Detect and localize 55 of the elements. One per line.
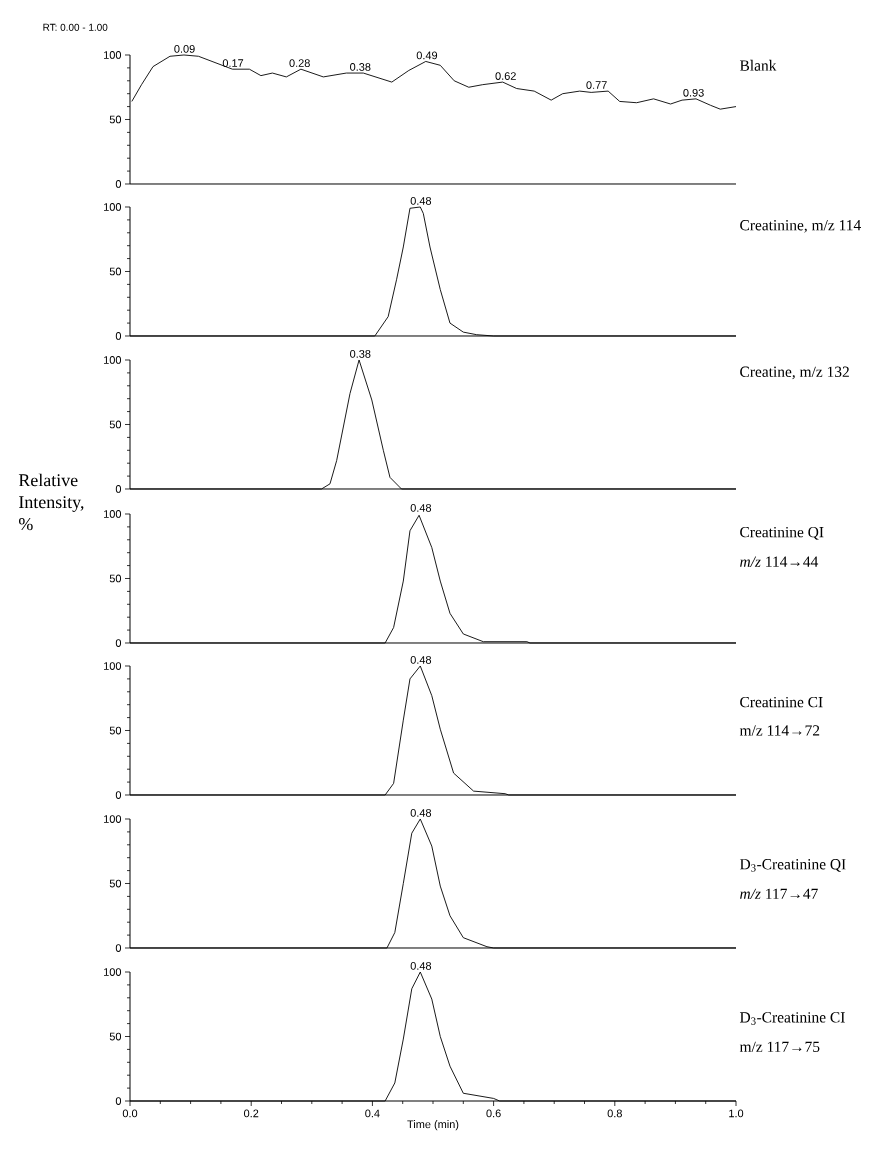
x-tick-label: 0.2: [244, 1109, 259, 1118]
annotation: 0.48: [410, 197, 432, 205]
y-tick-label: 0: [115, 485, 122, 493]
x-axis-title: Time (min): [407, 1120, 459, 1131]
text: m/z 117→47: [740, 888, 818, 899]
annotation: 0.48: [410, 504, 432, 512]
y-tick-label: 0: [115, 332, 122, 340]
annotation: 0.93: [683, 88, 704, 97]
chart-title: Blank: [739, 59, 777, 71]
y-tick-label: 0: [115, 1097, 122, 1105]
y-tick-label: 0: [115, 639, 122, 647]
x-tick-label: 0.4: [365, 1109, 380, 1118]
y-tick-label: 0: [115, 791, 122, 799]
y-axis-title: Relative Intensity, %: [18, 473, 84, 531]
x-tick-label: 0.6: [486, 1109, 501, 1118]
y-tick-label: 100: [104, 662, 122, 670]
y-tick-label: 50: [109, 1032, 122, 1041]
y-tick-label: 50: [109, 726, 122, 735]
y-tick-label: 50: [109, 879, 122, 888]
text: Creatinine CI: [740, 696, 823, 708]
text: Creatinine, m/z 114: [740, 220, 861, 233]
text: RT: 0.00 - 1.00: [43, 23, 108, 31]
annotation: 0.49: [416, 51, 438, 60]
text: D$_{3}$-Creatinine CI: [739, 1012, 845, 1025]
x-tick-label: 1.0: [729, 1109, 744, 1118]
y-tick-label: 0: [115, 944, 122, 952]
text: m/z 114→72: [739, 725, 820, 736]
y-tick-label: 50: [109, 115, 122, 124]
annotation: 0.09: [174, 45, 195, 53]
y-tick-label: 50: [109, 574, 122, 583]
text: Creatine, m/z 132: [740, 366, 849, 380]
x-tick-label: 0.8: [607, 1109, 622, 1118]
text: D$_{3}$-Creatinine QI: [739, 859, 846, 872]
text: Creatinine QI: [740, 526, 824, 540]
y-tick-label: 100: [104, 51, 122, 59]
annotation: 0.28: [289, 59, 310, 67]
annotation: 0.17: [222, 59, 244, 67]
y-tick-label: 50: [109, 420, 122, 429]
x-tick-label: 0.0: [122, 1109, 138, 1118]
annotation: 0.38: [350, 63, 371, 71]
text: m/z 117→75: [739, 1041, 820, 1052]
annotation: 0.48: [410, 656, 432, 664]
annotation: 0.48: [410, 962, 432, 970]
annotation: 0.48: [410, 809, 432, 817]
y-tick-label: 100: [104, 356, 122, 364]
text: m/z 114→44: [740, 556, 819, 567]
annotation: 0.77: [586, 81, 607, 89]
y-tick-label: 50: [109, 267, 122, 276]
y-tick-label: 0: [115, 180, 122, 188]
annotation: 0.62: [495, 72, 516, 80]
y-tick-label: 100: [104, 815, 122, 823]
y-tick-label: 100: [104, 510, 122, 518]
y-tick-label: 100: [104, 968, 122, 976]
annotation: 0.38: [350, 350, 371, 358]
y-tick-label: 100: [104, 203, 122, 211]
